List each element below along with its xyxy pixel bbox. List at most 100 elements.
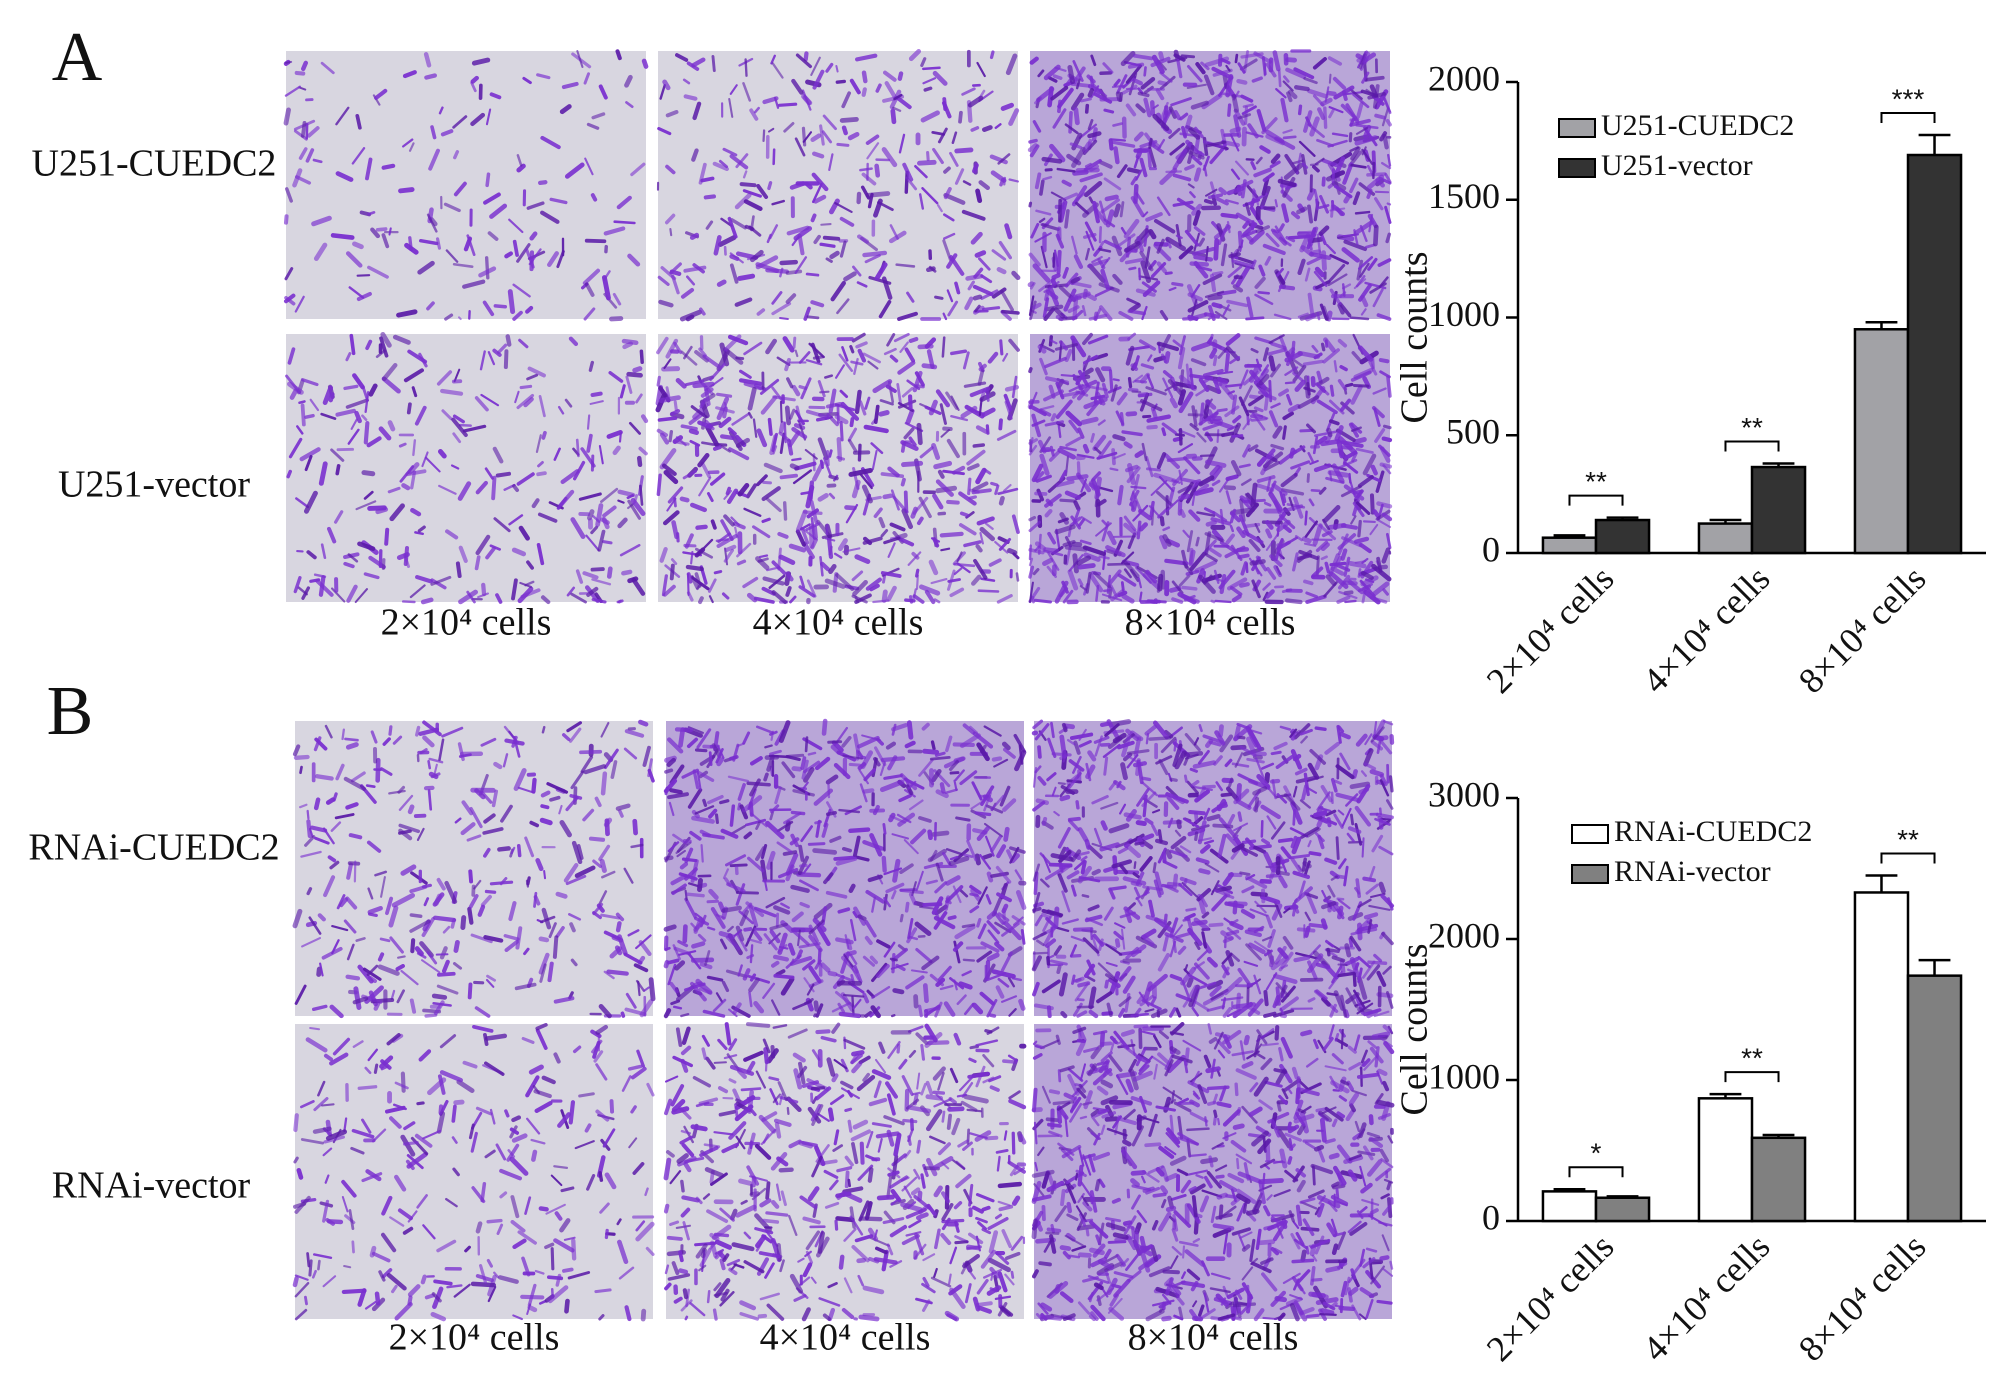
stained-cell	[835, 65, 839, 73]
stained-cell	[512, 283, 531, 298]
stained-cell	[493, 761, 503, 770]
stained-cell	[518, 338, 529, 349]
row-label: U251-CUEDC2	[32, 143, 277, 185]
stained-cell	[932, 147, 944, 165]
stained-cell	[1087, 904, 1100, 912]
stained-cell	[1094, 476, 1102, 500]
stained-cell	[355, 500, 377, 511]
stained-cell	[1126, 167, 1142, 174]
stained-cell	[1352, 191, 1361, 206]
stained-cell	[552, 935, 559, 959]
stained-cell	[915, 574, 919, 590]
stained-cell	[877, 201, 894, 212]
stained-cell	[686, 572, 693, 584]
stained-cell	[1139, 856, 1153, 872]
stained-cell	[489, 92, 502, 100]
stained-cell	[1210, 273, 1217, 293]
stained-cell	[1344, 943, 1352, 958]
stained-cell	[1100, 268, 1110, 290]
stained-cell	[1126, 754, 1139, 769]
stained-cell	[1363, 124, 1372, 139]
stained-cell	[1290, 857, 1302, 873]
stained-cell	[350, 771, 366, 783]
stained-cell	[1333, 360, 1338, 373]
stained-cell	[716, 757, 724, 767]
stained-cell	[534, 1269, 545, 1275]
stained-cell	[556, 496, 568, 510]
stained-cell	[1117, 573, 1137, 587]
stained-cell	[415, 725, 421, 737]
stained-cell	[313, 242, 328, 261]
stained-cell	[553, 996, 575, 1004]
stained-cell	[742, 968, 751, 981]
stained-cell	[563, 1236, 576, 1241]
stained-cell	[924, 337, 937, 349]
stained-cell	[1120, 226, 1127, 235]
stained-cell	[853, 964, 863, 984]
stained-cell	[1211, 418, 1234, 430]
stained-cell	[1240, 52, 1264, 59]
stained-cell	[922, 748, 940, 755]
stained-cell	[1072, 755, 1082, 774]
stained-cell	[970, 231, 983, 245]
stained-cell	[768, 127, 775, 133]
stained-cell	[294, 70, 306, 76]
stained-cell	[1003, 483, 1012, 492]
stained-cell	[1261, 838, 1271, 846]
stained-cell	[1248, 729, 1262, 751]
stained-cell	[887, 466, 900, 478]
stained-cell	[1386, 202, 1392, 206]
stained-cell	[1336, 595, 1351, 604]
stained-cell	[1315, 962, 1331, 970]
stained-cell	[632, 366, 643, 373]
stained-cell	[374, 870, 388, 877]
stained-cell	[666, 757, 676, 767]
stained-cell	[1280, 488, 1305, 496]
stained-cell	[840, 992, 855, 1012]
stained-cell	[837, 538, 848, 552]
stained-cell	[474, 396, 489, 412]
stained-cell	[628, 1137, 638, 1149]
stained-cell	[1142, 885, 1163, 891]
stained-cell	[1273, 741, 1288, 751]
stained-cell	[1315, 382, 1327, 393]
stained-cell	[418, 1049, 432, 1062]
stained-cell	[774, 786, 782, 805]
stained-cell	[753, 106, 760, 114]
stained-cell	[715, 406, 735, 414]
stained-cell	[801, 126, 807, 147]
stained-cell	[750, 756, 763, 766]
stained-cell	[1213, 755, 1223, 766]
stained-cell	[694, 916, 710, 926]
stained-cell	[1281, 588, 1293, 594]
stained-cell	[575, 569, 584, 584]
stained-cell	[780, 976, 795, 996]
stained-cell	[893, 93, 903, 101]
stained-cell	[568, 336, 579, 347]
stained-cell	[412, 439, 417, 457]
stained-cell	[976, 826, 990, 841]
stained-cell	[1119, 412, 1125, 427]
stained-cell	[659, 547, 668, 563]
stained-cell	[864, 396, 871, 410]
stained-cell	[889, 957, 898, 962]
stained-cell	[827, 1107, 835, 1122]
stained-cell	[841, 846, 853, 853]
stained-cell	[1265, 232, 1280, 248]
stained-cell	[523, 397, 534, 408]
stained-cell	[828, 545, 833, 556]
stained-cell	[367, 905, 383, 915]
stained-cell	[580, 447, 596, 468]
stained-cell	[1193, 483, 1210, 496]
stained-cell	[710, 519, 717, 530]
stained-cell	[1084, 221, 1097, 242]
stained-cell	[862, 788, 875, 794]
stained-cell	[1372, 509, 1381, 519]
stained-cell	[1279, 1013, 1288, 1019]
stained-cell	[1163, 729, 1174, 739]
stained-cell	[1075, 390, 1089, 397]
stained-cell	[686, 737, 699, 749]
stained-cell	[1189, 551, 1207, 572]
stained-cell	[1042, 854, 1051, 873]
stained-cell	[798, 585, 816, 598]
